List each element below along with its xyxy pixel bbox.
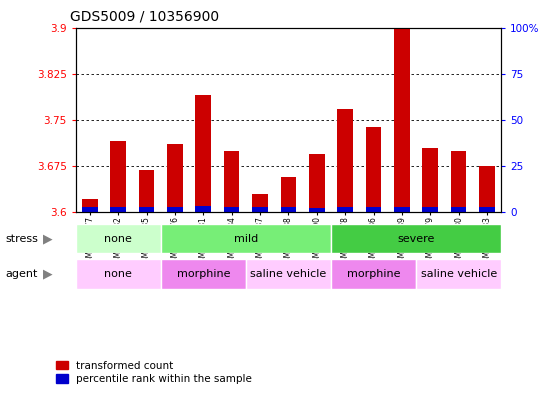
- Bar: [82, 199, 97, 212]
- Bar: [161, 259, 246, 289]
- Bar: [451, 207, 466, 212]
- Bar: [394, 207, 410, 212]
- Bar: [195, 95, 211, 212]
- Bar: [224, 151, 240, 212]
- Bar: [139, 207, 155, 212]
- Text: ▶: ▶: [43, 232, 53, 245]
- Bar: [76, 224, 161, 253]
- Bar: [337, 207, 353, 212]
- Text: GDS5009 / 10356900: GDS5009 / 10356900: [70, 10, 219, 24]
- Text: morphine: morphine: [347, 269, 400, 279]
- Bar: [139, 170, 155, 212]
- Bar: [167, 207, 183, 212]
- Text: saline vehicle: saline vehicle: [250, 269, 326, 279]
- Text: mild: mild: [234, 234, 258, 244]
- Bar: [331, 259, 416, 289]
- Bar: [337, 109, 353, 212]
- Bar: [246, 259, 331, 289]
- Text: none: none: [104, 234, 132, 244]
- Text: ▶: ▶: [43, 268, 53, 281]
- Text: severe: severe: [398, 234, 435, 244]
- Bar: [195, 206, 211, 212]
- Bar: [252, 194, 268, 212]
- Bar: [281, 207, 296, 212]
- Bar: [416, 259, 501, 289]
- Text: morphine: morphine: [176, 269, 230, 279]
- Bar: [161, 224, 331, 253]
- Legend: transformed count, percentile rank within the sample: transformed count, percentile rank withi…: [55, 361, 253, 384]
- Bar: [224, 207, 240, 212]
- Bar: [394, 29, 410, 212]
- Bar: [451, 151, 466, 212]
- Bar: [110, 141, 126, 212]
- Bar: [479, 207, 495, 212]
- Bar: [422, 147, 438, 212]
- Bar: [422, 207, 438, 212]
- Bar: [366, 207, 381, 212]
- Bar: [309, 208, 325, 212]
- Bar: [167, 145, 183, 212]
- Bar: [76, 259, 161, 289]
- Text: stress: stress: [6, 234, 39, 244]
- Text: saline vehicle: saline vehicle: [421, 269, 497, 279]
- Bar: [82, 207, 97, 212]
- Text: agent: agent: [6, 269, 38, 279]
- Bar: [281, 176, 296, 212]
- Bar: [331, 224, 501, 253]
- Bar: [252, 207, 268, 212]
- Bar: [479, 166, 495, 212]
- Text: none: none: [104, 269, 132, 279]
- Bar: [110, 207, 126, 212]
- Bar: [366, 127, 381, 212]
- Bar: [309, 154, 325, 212]
